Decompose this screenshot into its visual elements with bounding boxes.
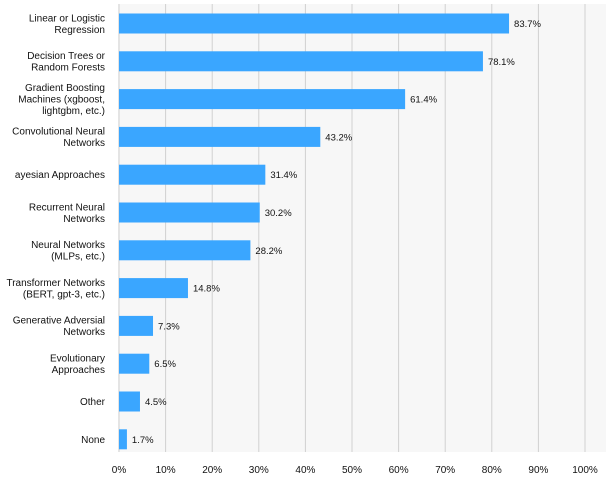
category-label-line: None <box>81 435 105 446</box>
category-label-line: Recurrent Neural <box>29 202 105 213</box>
category-label-line: Neural Networks <box>31 240 105 251</box>
bar <box>119 240 251 261</box>
category-label-line: Networks <box>63 327 105 338</box>
data-label: 83.7% <box>514 19 541 30</box>
category-label: Generative Adversial Networks <box>13 316 105 339</box>
category-label-line: (BERT, gpt-3, etc.) <box>23 289 105 300</box>
bar <box>119 13 510 34</box>
category-labels: Linear or Logistic Regression Decision Tre… <box>6 13 105 446</box>
category-label: Recurrent Neural Networks <box>29 202 105 225</box>
category-label-line: Gradient Boosting <box>25 83 105 94</box>
category-label: Neural Networks (MLPs, etc.) <box>31 240 105 262</box>
category-label-line: lightgbm, etc.) <box>42 106 105 117</box>
bar <box>119 126 321 147</box>
x-tick-label: 90% <box>528 465 548 476</box>
category-label-line: Generative Adversial <box>13 316 105 327</box>
data-label: 61.4% <box>410 95 437 106</box>
data-label: 31.4% <box>270 170 297 181</box>
x-axis-tick-labels: 0% 10% 20% 30% 40% 50% 60% 70% 80% 90% 100% <box>112 465 598 476</box>
category-label: ayesian Approaches <box>15 170 105 181</box>
category-label: Transformer Networks (BERT, gpt-3, etc.) <box>6 278 105 301</box>
data-label: 4.5% <box>145 397 167 408</box>
value-labels: 83.7% 78.1% 61.4% 43.2% 31.4% 30.2% 28.2% 14.8%… <box>132 19 542 446</box>
category-label-line: Linear or Logistic <box>29 13 105 24</box>
x-tick-label: 80% <box>482 465 502 476</box>
data-label: 30.2% <box>265 208 292 219</box>
category-label-line: Regression <box>54 25 105 36</box>
x-tick-label: 20% <box>202 465 222 476</box>
data-label: 7.3% <box>158 321 180 332</box>
category-label-line: (MLPs, etc.) <box>51 252 105 263</box>
x-tick-label: 100% <box>572 465 598 476</box>
category-label-line: Networks <box>63 214 105 225</box>
x-tick-label: 60% <box>389 465 409 476</box>
category-label: Gradient Boosting Machines (xgboost, light… <box>18 83 105 117</box>
category-label: Decision Trees or Random Forests <box>27 51 105 74</box>
bar <box>119 429 127 450</box>
data-label: 6.5% <box>154 359 176 370</box>
category-label-line: Evolutionary <box>50 353 105 364</box>
category-label-line: Decision Trees or <box>27 51 105 62</box>
category-label: Convolutional Neural Networks <box>12 127 105 150</box>
category-label: Other <box>80 397 106 408</box>
x-tick-label: 0% <box>112 465 127 476</box>
x-tick-label: 30% <box>249 465 269 476</box>
plot-background <box>118 4 606 452</box>
category-label-line: ayesian Approaches <box>15 170 105 181</box>
category-label-line: Other <box>80 397 106 408</box>
bar <box>119 89 406 110</box>
bar <box>119 278 188 299</box>
category-label-line: Convolutional Neural <box>12 127 105 138</box>
data-label: 43.2% <box>325 132 352 143</box>
data-label: 28.2% <box>255 246 282 257</box>
bar <box>119 353 150 374</box>
x-tick-label: 40% <box>295 465 315 476</box>
data-label: 14.8% <box>193 284 220 295</box>
category-label: Linear or Logistic Regression <box>29 13 105 36</box>
data-label: 1.7% <box>132 435 154 446</box>
category-label-line: Machines (xgboost, <box>18 95 105 106</box>
category-label-line: Transformer Networks <box>6 278 105 289</box>
bar <box>119 164 266 185</box>
bar <box>119 51 483 72</box>
category-label-line: Networks <box>63 138 105 149</box>
bars <box>119 13 510 450</box>
category-label: None <box>81 435 105 446</box>
grid-lines <box>118 4 586 452</box>
x-tick-label: 10% <box>156 465 176 476</box>
x-tick-label: 70% <box>435 465 455 476</box>
category-label-line: Random Forests <box>31 63 105 74</box>
category-label-line: Approaches <box>52 365 105 376</box>
data-label: 78.1% <box>488 57 515 68</box>
category-label: Evolutionary Approaches <box>50 353 105 376</box>
x-tick-label: 50% <box>342 465 362 476</box>
bar <box>119 202 260 223</box>
bar <box>119 315 154 336</box>
bar <box>119 391 140 412</box>
